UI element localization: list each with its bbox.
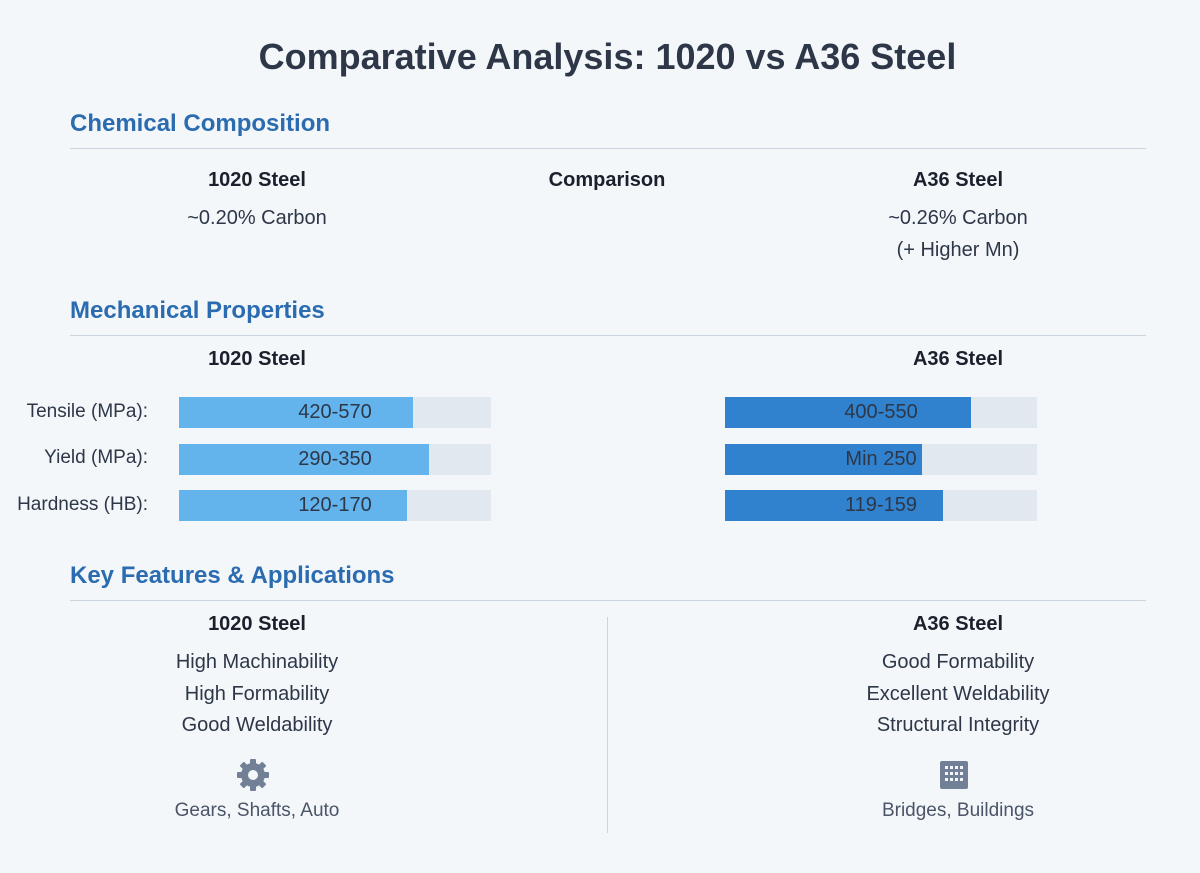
section-title-chemical: Chemical Composition <box>70 110 331 137</box>
bar-value: 120-170 <box>298 494 372 516</box>
feat-a36-list: Good Formability Excellent Weldability S… <box>778 647 1138 742</box>
mech-bar-a36: 119-159 <box>725 490 1037 521</box>
bar-value: Min 250 <box>845 448 917 470</box>
mech-bar-1020: 420-570 <box>179 397 491 428</box>
bar-fill <box>179 490 407 521</box>
section-divider <box>70 600 1146 601</box>
mech-bar-a36: 400-550 <box>725 397 1037 428</box>
mech-row-label: Tensile (MPa): <box>26 401 148 422</box>
mech-1020-heading: 1020 Steel <box>208 348 306 370</box>
gear-icon <box>235 757 271 793</box>
chem-a36-heading: A36 Steel <box>912 169 1004 191</box>
chem-1020-heading: 1020 Steel <box>208 169 306 191</box>
chem-a36-values: ~0.26% Carbon (+ Higher Mn) <box>778 202 1138 266</box>
feat-1020-heading: 1020 Steel <box>208 613 306 635</box>
chem-comparison-heading: Comparison <box>548 169 666 191</box>
mech-row-label: Yield (MPa): <box>44 447 148 468</box>
mech-bar-1020: 120-170 <box>179 490 491 521</box>
bar-value: 400-550 <box>844 401 918 423</box>
bar-value: 119-159 <box>845 494 917 516</box>
chem-1020-values: ~0.20% Carbon <box>77 202 437 234</box>
chem-1020-line: ~0.20% Carbon <box>187 207 327 229</box>
mech-bar-a36: Min 250 <box>725 444 1037 475</box>
page-title: Comparative Analysis: 1020 vs A36 Steel <box>258 36 957 77</box>
feature-item: Excellent Weldability <box>866 682 1050 705</box>
feature-item: Good Weldability <box>181 714 333 736</box>
bar-fill <box>725 444 922 475</box>
feature-item: High Formability <box>184 682 330 705</box>
bar-value: 290-350 <box>298 448 372 470</box>
bar-fill <box>725 397 972 428</box>
bar-value: 420-570 <box>298 401 372 423</box>
feat-a36-heading: A36 Steel <box>912 613 1004 635</box>
section-title-features: Key Features & Applications <box>70 562 395 589</box>
section-divider <box>70 148 1146 149</box>
apps-a36: Bridges, Buildings <box>881 800 1035 821</box>
feature-item: Structural Integrity <box>876 714 1040 736</box>
feature-item: High Machinability <box>175 651 339 673</box>
section-title-mechanical: Mechanical Properties <box>70 297 325 324</box>
apps-1020: Gears, Shafts, Auto <box>174 800 340 821</box>
bar-fill <box>725 490 944 521</box>
feature-item: Good Formability <box>881 651 1035 673</box>
bar-fill <box>179 444 429 475</box>
mech-row-label: Hardness (HB): <box>17 494 148 515</box>
chem-a36-line: ~0.26% Carbon <box>888 207 1028 229</box>
chem-a36-line: (+ Higher Mn) <box>896 239 1020 261</box>
column-divider <box>607 617 608 833</box>
feat-1020-list: High Machinability High Formability Good… <box>77 647 437 742</box>
mech-bar-1020: 290-350 <box>179 444 491 475</box>
building-icon <box>936 757 972 793</box>
mech-a36-heading: A36 Steel <box>912 348 1004 370</box>
bar-fill <box>179 397 413 428</box>
section-divider <box>70 335 1146 336</box>
